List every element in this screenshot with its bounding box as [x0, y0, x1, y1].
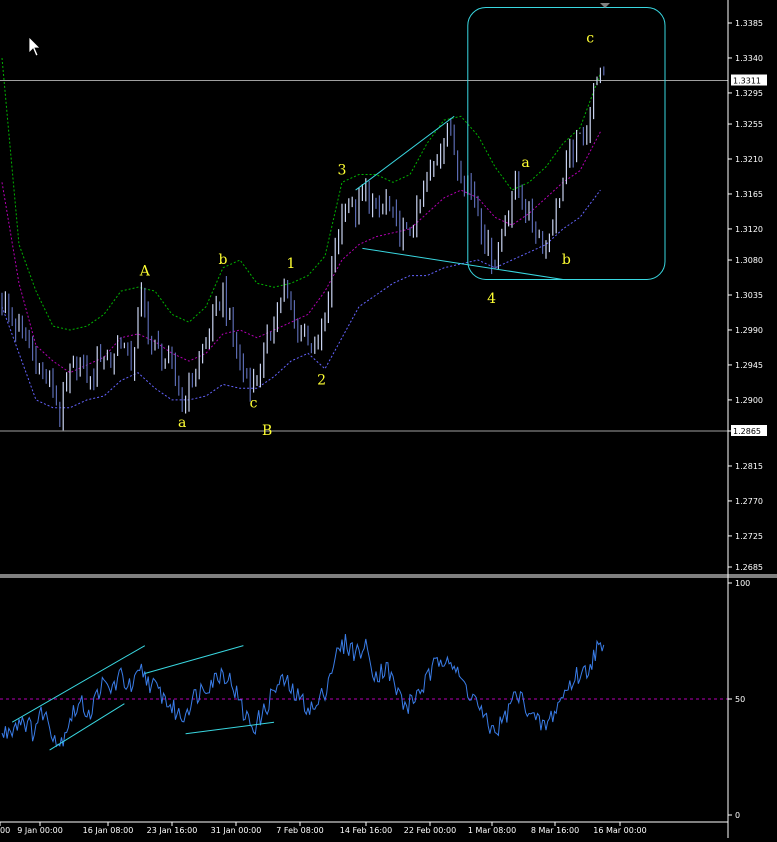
wave-label: 4 — [487, 291, 496, 307]
price-tick-label: 1.3035 — [735, 291, 763, 300]
wave-label: c — [586, 30, 594, 46]
price-tick-label: 1.2685 — [735, 563, 763, 572]
price-marker-label: 1.2865 — [733, 427, 761, 436]
time-tick-label: 1 Mar 08:00 — [468, 826, 516, 835]
oscillator-tick-label: 50 — [735, 695, 745, 704]
highlight-box[interactable] — [467, 6, 666, 280]
price-tick-label: 1.3210 — [735, 155, 763, 164]
time-tick-label: 9 Jan 00:00 — [17, 826, 63, 835]
price-tick-label: 1.3255 — [735, 120, 763, 129]
wave-label: a — [521, 155, 529, 171]
time-tick-label: 7 Feb 08:00 — [276, 826, 323, 835]
price-tick-label: 1.2770 — [735, 497, 763, 506]
oscillator-trendline[interactable] — [49, 703, 125, 751]
time-tick-label: 22 Feb 00:00 — [404, 826, 456, 835]
lower-band-line — [1, 189, 601, 409]
price-tick-label: 1.3120 — [735, 225, 763, 234]
wave-label: c — [250, 396, 258, 412]
time-tick-label: 8 Mar 16:00 — [531, 826, 579, 835]
price-tick-label: 1.3295 — [735, 89, 763, 98]
oscillator-panel[interactable] — [0, 634, 728, 751]
price-tick-label: 1.2815 — [735, 462, 763, 471]
time-tick-label: 16 Jan 08:00 — [83, 826, 134, 835]
wave-label: 3 — [338, 163, 347, 179]
price-tick-label: 1.2945 — [735, 361, 763, 370]
scroll-marker-icon[interactable] — [600, 3, 610, 8]
price-tick-label: 1.2990 — [735, 326, 763, 335]
trendline[interactable] — [362, 247, 564, 280]
price-tick-label: 1.2900 — [735, 396, 763, 405]
oscillator-trendline[interactable] — [11, 645, 146, 723]
price-tick-label: 1.3080 — [735, 256, 763, 265]
oscillator-trendline[interactable] — [144, 645, 244, 674]
wave-label: b — [219, 252, 228, 268]
wave-label: b — [562, 252, 571, 268]
wave-label: 1 — [287, 256, 296, 272]
price-marker-box — [731, 74, 767, 86]
oscillator-tick-label: 0 — [735, 811, 740, 820]
time-tick-label: 16 Mar 00:00 — [593, 826, 646, 835]
oscillator-line[interactable] — [1, 634, 605, 748]
wave-label: B — [262, 423, 272, 439]
wave-label: 2 — [317, 372, 326, 388]
price-marker-box — [731, 425, 767, 436]
time-tick-label: 00 — [0, 826, 10, 835]
time-tick-label: 23 Jan 16:00 — [147, 826, 198, 835]
mouse-cursor-icon — [28, 36, 41, 57]
time-tick-label: 14 Feb 16:00 — [340, 826, 392, 835]
price-marker-label: 1.3311 — [733, 77, 761, 86]
wave-label: a — [178, 415, 186, 431]
price-tick-label: 1.3165 — [735, 190, 763, 199]
trendline[interactable] — [355, 115, 455, 191]
price-tick-label: 1.3340 — [735, 54, 763, 63]
oscillator-tick-label: 100 — [735, 579, 750, 588]
price-tick-label: 1.2725 — [735, 532, 763, 541]
wave-label: A — [139, 264, 151, 280]
time-tick-label: 31 Jan 00:00 — [211, 826, 262, 835]
oscillator-trendline[interactable] — [185, 721, 275, 735]
price-tick-label: 1.3385 — [735, 19, 763, 28]
